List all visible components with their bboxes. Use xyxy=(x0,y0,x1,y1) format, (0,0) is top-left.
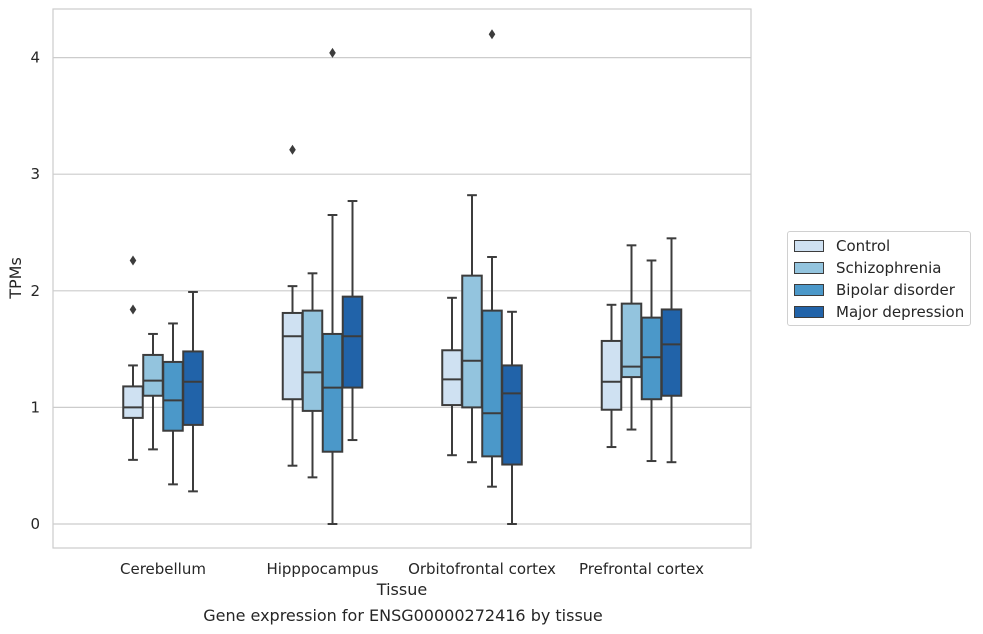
box-iqr xyxy=(301,309,324,412)
box-iqr xyxy=(481,309,503,458)
box-iqr xyxy=(122,385,144,419)
x-tick-label-cerebellum: Cerebellum xyxy=(120,560,206,578)
y-tick-label-1: 1 xyxy=(30,398,40,416)
y-tick-label-2: 2 xyxy=(30,282,40,300)
boxes xyxy=(122,29,683,525)
legend-swatch-control xyxy=(794,240,824,252)
gridlines xyxy=(53,56,751,525)
box-control-3 xyxy=(600,303,623,449)
box-control-2 xyxy=(441,296,463,457)
box-schizophrenia-1 xyxy=(301,272,324,479)
box-control-1 xyxy=(281,144,304,467)
figure-caption: Gene expression for ENSG00000272416 by t… xyxy=(203,606,603,625)
outlier-point xyxy=(289,144,296,155)
box-iqr xyxy=(281,311,304,401)
box-iqr xyxy=(501,364,523,466)
outlier-point xyxy=(129,304,137,315)
legend-item-schizophrenia: Schizophrenia xyxy=(794,258,941,278)
legend-label-control: Control xyxy=(836,237,891,255)
outlier-point xyxy=(488,29,496,40)
x-tick-label-orbitofrontal-cortex: Orbitofrontal cortex xyxy=(408,560,556,578)
box-iqr xyxy=(441,349,463,407)
box-schizophrenia-0 xyxy=(142,332,164,451)
y-axis-label: TPMs xyxy=(6,257,25,300)
x-axis-label: Tissue xyxy=(376,580,427,599)
legend-item-bipolar-disorder: Bipolar disorder xyxy=(794,280,955,300)
y-tick-label-3: 3 xyxy=(30,165,40,183)
legend-item-major-depression: Major depression xyxy=(794,302,964,322)
x-tick-label-hipppocampus: Hipppocampus xyxy=(266,560,378,578)
box-iqr xyxy=(640,316,663,401)
box-bipolar-disorder-2 xyxy=(481,29,503,488)
legend-swatch-bipolar-disorder xyxy=(794,284,824,296)
x-tick-label-prefrontal-cortex: Prefrontal cortex xyxy=(579,560,704,578)
outlier-point xyxy=(329,47,336,58)
box-bipolar-disorder-0 xyxy=(162,322,184,486)
legend-label-major-depression: Major depression xyxy=(836,303,965,321)
box-schizophrenia-3 xyxy=(620,244,643,431)
legend-item-control: Control xyxy=(794,236,890,256)
box-bipolar-disorder-1 xyxy=(321,47,344,525)
box-schizophrenia-2 xyxy=(461,194,483,464)
box-iqr xyxy=(182,350,204,426)
legend-swatch-schizophrenia xyxy=(794,262,824,274)
legend-label-schizophrenia: Schizophrenia xyxy=(836,259,942,277)
box-major-depression-1 xyxy=(341,200,364,442)
y-tick-label-0: 0 xyxy=(30,515,40,533)
box-iqr xyxy=(142,353,164,397)
legend-label-bipolar-disorder: Bipolar disorder xyxy=(836,281,955,299)
box-iqr xyxy=(461,274,483,409)
legend-swatch-major-depression xyxy=(794,306,824,318)
y-tick-labels: 0 1 2 3 4 xyxy=(30,49,40,533)
box-major-depression-2 xyxy=(501,310,523,525)
legend: Control Schizophrenia Bipolar disorder M… xyxy=(787,231,971,326)
box-major-depression-3 xyxy=(660,237,683,464)
box-iqr xyxy=(660,308,683,397)
box-major-depression-0 xyxy=(182,290,204,493)
box-iqr xyxy=(600,339,623,411)
box-iqr xyxy=(321,332,344,453)
box-iqr xyxy=(162,360,184,432)
plot-frame xyxy=(52,8,752,549)
box-control-0 xyxy=(122,255,144,461)
y-tick-label-4: 4 xyxy=(30,49,40,67)
box-iqr xyxy=(341,295,364,389)
outlier-point xyxy=(129,255,137,266)
x-tick-labels: Cerebellum Hipppocampus Orbitofrontal cort… xyxy=(120,560,704,578)
